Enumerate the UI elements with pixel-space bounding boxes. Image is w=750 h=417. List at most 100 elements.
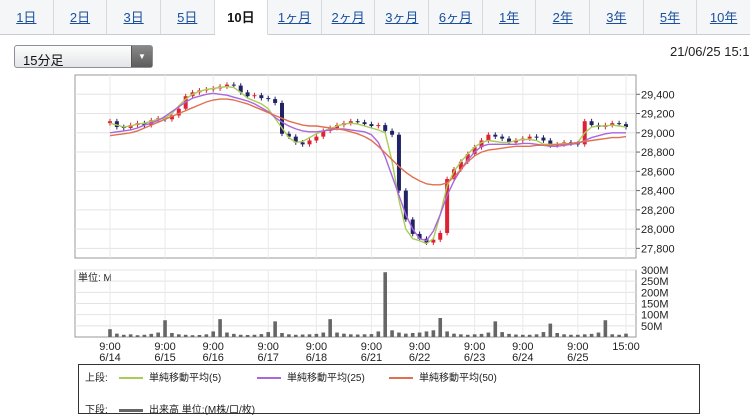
volume-bar: [142, 334, 147, 337]
volume-bar: [534, 334, 539, 337]
volume-bar: [307, 334, 312, 337]
candle-body: [472, 147, 477, 154]
candle-body: [527, 136, 532, 139]
series-line-単純移動平均(50): [109, 98, 627, 186]
chevron-down-icon[interactable]: ▼: [131, 46, 152, 67]
candle-body: [452, 169, 456, 180]
tab-1日[interactable]: 1日: [0, 0, 54, 34]
volume-bar: [369, 334, 374, 337]
volume-bar: [225, 332, 229, 337]
x-tick-time-label: 9:00: [512, 341, 533, 353]
volume-bar: [156, 332, 160, 337]
volume-swatch-icon: [119, 408, 143, 412]
candle-body: [355, 121, 360, 123]
volume-bar: [541, 332, 546, 337]
volume-bar: [417, 332, 422, 337]
candle-body: [403, 190, 408, 220]
candle-body: [300, 142, 305, 145]
tab-3ヶ月[interactable]: 3ヶ月: [375, 0, 430, 34]
volume-bar: [576, 334, 580, 337]
volume-bar: [452, 333, 456, 337]
x-tick-date-label: 6/15: [154, 352, 175, 364]
candle-body: [541, 137, 546, 141]
volume-bar: [562, 334, 566, 337]
tab-5年[interactable]: 5年: [644, 0, 698, 34]
candle-body: [396, 134, 401, 191]
x-tick-time-label: 9:00: [361, 341, 382, 353]
volume-bar: [610, 334, 615, 337]
volume-bar: [335, 332, 339, 337]
volume-bar: [596, 332, 601, 337]
candle-body: [114, 121, 119, 128]
x-tick-time-label: 9:00: [99, 341, 120, 353]
volume-bar: [321, 332, 326, 337]
volume-bar: [404, 333, 408, 337]
tab-3年[interactable]: 3年: [590, 0, 644, 34]
x-tick-date-label: 6/22: [409, 352, 430, 364]
price-tick-label: 28,600: [641, 166, 675, 178]
volume-bar: [266, 332, 271, 337]
x-tick-time-label: 9:00: [464, 341, 485, 353]
legend-upper-label: 上段:: [85, 373, 108, 384]
volume-bar: [232, 333, 236, 337]
volume-bar: [486, 332, 491, 337]
legend-item-sma25: 単純移動平均(25): [257, 369, 365, 384]
candle-body: [610, 123, 615, 126]
candle-body: [142, 123, 147, 126]
tab-2年[interactable]: 2年: [536, 0, 591, 34]
volume-bar: [624, 333, 628, 337]
tab-2ヶ月[interactable]: 2ヶ月: [322, 0, 376, 34]
candle-body: [321, 130, 326, 137]
legend-item-sma5: 単純移動平均(5): [119, 369, 221, 384]
volume-tick-label: 250M: [641, 276, 669, 288]
candle-body: [417, 233, 422, 239]
tab-10日[interactable]: 10日: [214, 0, 269, 35]
interval-select[interactable]: 15分足 ▼: [14, 45, 153, 68]
volume-bar: [163, 320, 167, 337]
candle-body: [507, 138, 512, 143]
candle-body: [252, 95, 257, 97]
candle-body: [431, 239, 436, 243]
volume-bar: [204, 334, 209, 337]
candle-body: [548, 140, 553, 146]
x-tick-date-label: 6/17: [258, 352, 279, 364]
volume-bar: [445, 331, 449, 337]
x-tick-time-label: 9:00: [567, 341, 588, 353]
candle-body: [493, 134, 498, 137]
candle-body: [534, 136, 539, 138]
volume-bar: [521, 334, 525, 337]
volume-bar: [582, 334, 587, 337]
volume-bar: [300, 334, 305, 337]
volume-bar: [431, 330, 436, 337]
volume-bar: [514, 334, 518, 337]
candle-body: [224, 84, 229, 87]
tab-1年[interactable]: 1年: [483, 0, 537, 34]
chart-legend: 上段: 単純移動平均(5) 単純移動平均(25) 単純移動平均(50) 下段: …: [78, 364, 700, 416]
volume-bar: [342, 333, 346, 337]
candle-body: [410, 219, 415, 234]
tab-2日[interactable]: 2日: [54, 0, 108, 34]
candle-body: [273, 99, 278, 103]
interval-select-value: 15分足: [23, 53, 64, 68]
candle-body: [383, 125, 388, 131]
volume-bar: [410, 332, 415, 337]
tab-5日[interactable]: 5日: [161, 0, 215, 34]
volume-bar: [183, 334, 188, 337]
volume-bar: [548, 323, 553, 337]
tab-3日[interactable]: 3日: [107, 0, 161, 34]
volume-tick-label: 150M: [641, 299, 669, 311]
tab-1ヶ月[interactable]: 1ヶ月: [268, 0, 322, 34]
volume-bar: [507, 333, 511, 337]
volume-bar: [355, 334, 360, 337]
volume-bar: [465, 334, 470, 337]
period-tabs: 1日 2日 3日 5日 10日 1ヶ月 2ヶ月 3ヶ月 6ヶ月 1年 2年 3年 5年 10年: [0, 0, 750, 35]
candle-body: [445, 179, 450, 233]
volume-bar: [259, 334, 264, 337]
volume-bar: [252, 334, 257, 337]
x-tick-time-label: 9:00: [258, 341, 279, 353]
volume-tick-label: 100M: [641, 310, 669, 322]
tab-6ヶ月[interactable]: 6ヶ月: [429, 0, 483, 34]
candle-body: [266, 98, 271, 100]
volume-bar: [383, 272, 387, 337]
tab-10年[interactable]: 10年: [709, 10, 738, 25]
